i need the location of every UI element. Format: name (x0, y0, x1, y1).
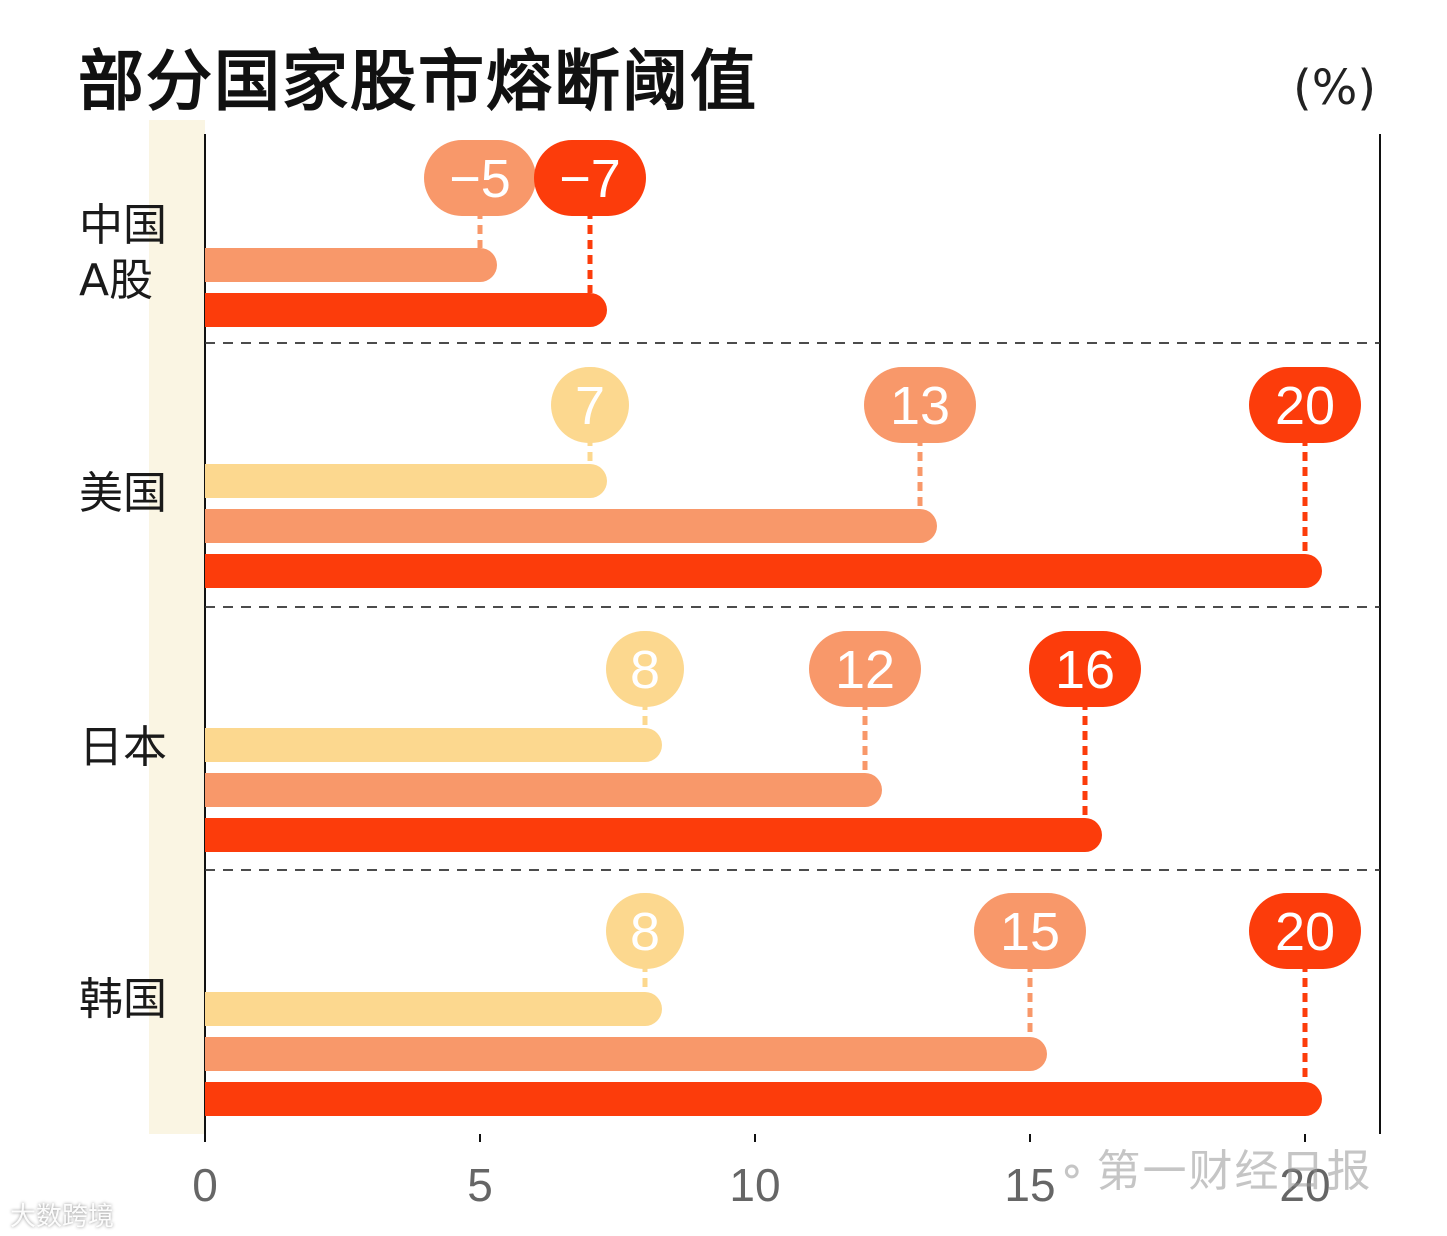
value-label: 16 (1055, 640, 1115, 700)
x-tick-label: 20 (1279, 1159, 1330, 1211)
category-label: 韩国 (79, 974, 167, 1025)
value-bubble (534, 140, 646, 216)
bar (205, 293, 607, 327)
value-bubble (809, 631, 921, 707)
category-band (149, 120, 205, 1134)
category-label: A股 (79, 255, 153, 306)
value-bubble (424, 140, 536, 216)
value-label: 13 (890, 376, 950, 436)
value-label: 12 (835, 640, 895, 700)
value-bubble (606, 631, 684, 707)
value-label: 8 (630, 640, 660, 700)
value-bubble (1249, 893, 1361, 969)
value-label: 8 (630, 902, 660, 962)
bar (205, 773, 882, 807)
bar (205, 554, 1322, 588)
value-bubble (864, 367, 976, 443)
value-bubble (606, 893, 684, 969)
value-bubble (974, 893, 1086, 969)
value-label: −7 (559, 149, 621, 209)
value-bubble (1249, 367, 1361, 443)
wechat-icon: ⚬ (1055, 1150, 1091, 1196)
category-label: 中国 (79, 200, 167, 251)
chart-title: 部分国家股市熔断阈值 (78, 43, 758, 120)
x-tick-label: 10 (729, 1159, 780, 1211)
x-tick-label: 0 (192, 1159, 218, 1211)
value-bubble (1029, 631, 1141, 707)
watermark-publisher: ⚬ 第一财经日报 (1055, 1135, 1373, 1199)
bar (205, 818, 1102, 852)
watermark-publisher-text: 第一财经日报 (1096, 1146, 1373, 1197)
category-label: 美国 (79, 468, 167, 519)
bar (205, 464, 607, 498)
value-label: 7 (575, 376, 605, 436)
value-label: 20 (1275, 902, 1335, 962)
value-label: 20 (1275, 376, 1335, 436)
value-label: 15 (1000, 902, 1060, 962)
bar (205, 509, 937, 543)
bar (205, 248, 497, 282)
x-tick-label: 5 (467, 1159, 493, 1211)
watermark-corner: 大数跨境 (10, 1202, 115, 1232)
bar (205, 1037, 1047, 1071)
value-label: −5 (449, 149, 511, 209)
x-tick-label: 15 (1004, 1159, 1055, 1211)
bar (205, 728, 662, 762)
value-bubble (551, 367, 629, 443)
category-label: 日本 (79, 722, 167, 773)
bar (205, 992, 662, 1026)
bar (205, 1082, 1322, 1116)
unit-label: (%) (1293, 60, 1377, 116)
